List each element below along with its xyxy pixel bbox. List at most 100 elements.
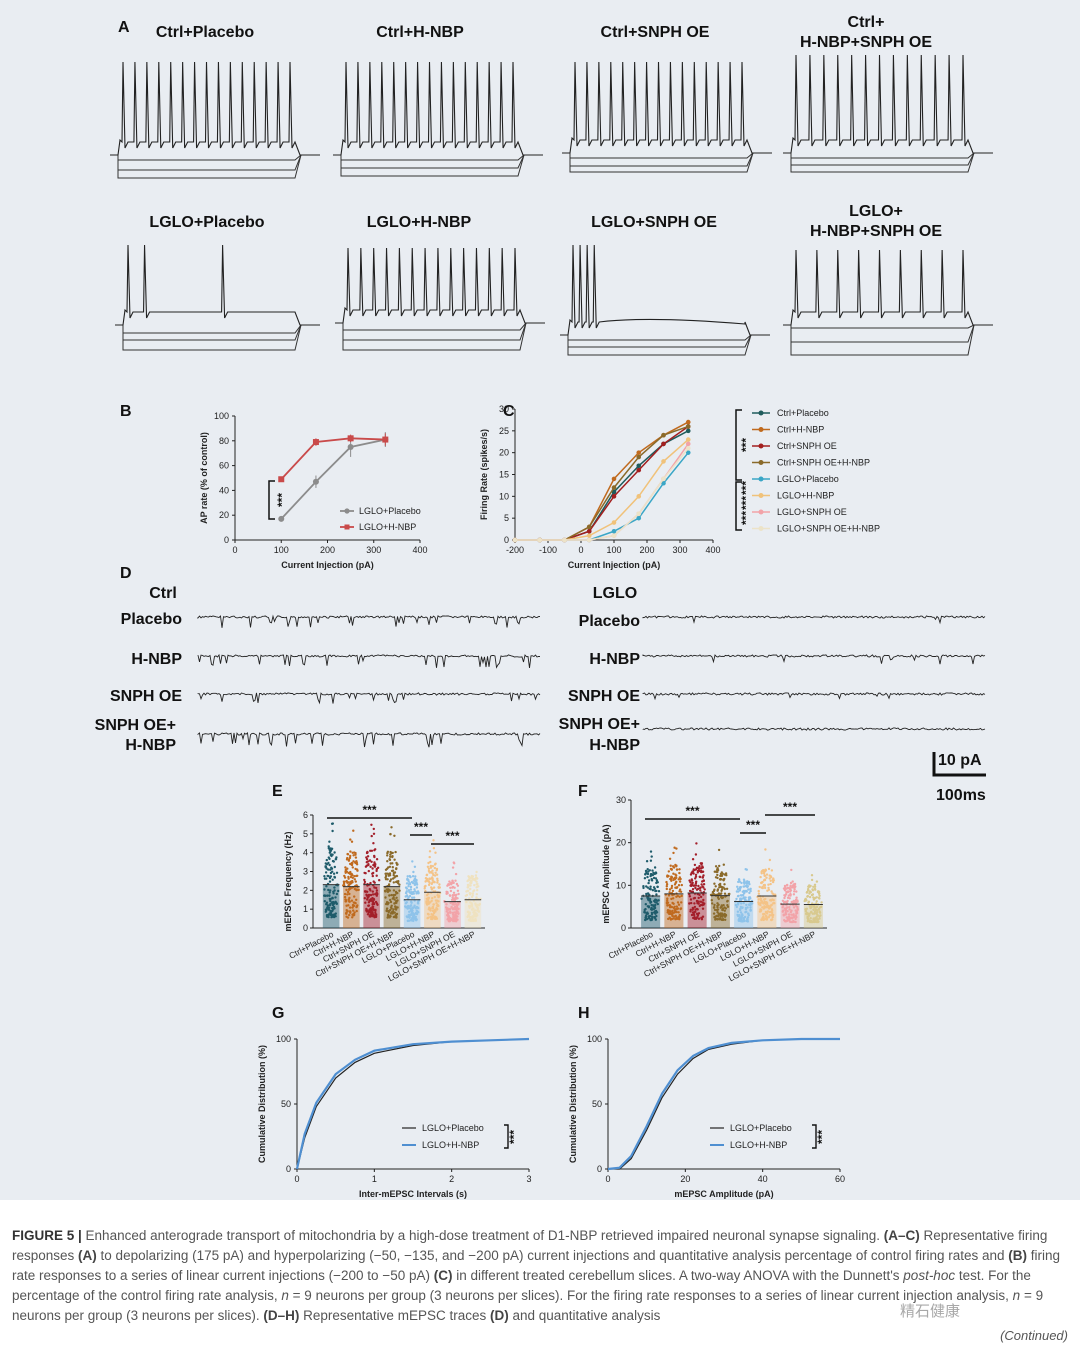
mepsc-row-snph-ctrl: SNPH OE — [110, 688, 182, 705]
data-dot — [762, 901, 765, 905]
data-dot — [690, 879, 694, 882]
data-dot — [771, 898, 774, 901]
data-dot — [354, 853, 357, 856]
data-dot — [815, 900, 818, 903]
data-dot — [389, 862, 392, 865]
data-dot — [372, 827, 375, 831]
data-dot — [331, 859, 335, 863]
data-dot — [749, 901, 752, 905]
hyperpolarizing-sweep-2 — [333, 154, 543, 177]
data-dot — [348, 892, 351, 896]
x-tick-label: 1 — [372, 1174, 377, 1184]
cdf-line-0 — [296, 1038, 530, 1170]
data-dot — [355, 868, 359, 871]
firing-traces — [110, 54, 993, 356]
data-dot — [713, 903, 716, 907]
data-dot — [328, 894, 331, 897]
data-dot — [724, 914, 728, 917]
data-dot — [385, 867, 389, 870]
data-dot — [332, 902, 336, 905]
data-dot — [656, 885, 659, 889]
data-dot — [375, 886, 378, 890]
continued-label: (Continued) — [1000, 1328, 1068, 1343]
data-dot — [404, 905, 408, 908]
data-dot — [700, 917, 703, 920]
mepsc-trace-1 — [197, 653, 541, 669]
x-tick-label: 400 — [412, 545, 427, 555]
data-dot — [364, 865, 368, 868]
data-dot — [808, 895, 812, 899]
data-dot — [390, 826, 393, 829]
data-dot — [384, 876, 387, 879]
watermark-text: 精石健康 — [900, 1303, 961, 1320]
data-dot — [742, 896, 746, 899]
data-dot — [737, 894, 740, 898]
data-dot — [344, 866, 347, 869]
data-dot — [651, 869, 654, 872]
data-dot — [448, 908, 451, 911]
data-dot — [332, 905, 336, 909]
data-dot — [771, 915, 774, 919]
data-dot — [386, 878, 389, 881]
data-dot — [688, 889, 692, 893]
x-tick-label: 200 — [639, 545, 654, 555]
data-dot — [677, 884, 681, 887]
data-dot — [718, 917, 721, 920]
data-dot — [644, 918, 648, 921]
data-dot — [792, 900, 795, 903]
data-dot — [645, 885, 648, 888]
data-dot — [699, 900, 703, 903]
caption-text-5: in different treated cerebellum slices. … — [452, 1268, 904, 1283]
data-dot — [764, 848, 767, 851]
data-dot — [447, 917, 450, 921]
data-dot — [415, 892, 418, 895]
data-dot — [375, 858, 379, 861]
data-dot — [350, 886, 354, 889]
data-dot — [386, 854, 389, 857]
data-dot — [351, 906, 354, 909]
data-dot — [413, 880, 417, 883]
data-dot — [701, 865, 704, 868]
data-dot — [653, 916, 657, 920]
data-dot — [469, 881, 472, 885]
data-dot — [739, 905, 743, 909]
data-dot — [738, 880, 741, 883]
data-dot — [702, 893, 705, 896]
data-dot — [818, 915, 821, 918]
data-dot — [326, 894, 329, 897]
y-tick-label: 0 — [303, 923, 308, 933]
data-dot — [436, 877, 439, 880]
data-dot — [369, 889, 372, 892]
data-dot — [764, 917, 768, 920]
significance-stars: *** — [507, 1130, 521, 1144]
data-dot — [389, 853, 392, 856]
data-dot — [388, 872, 392, 875]
significance-bracket-2 — [735, 481, 742, 531]
data-dot — [432, 839, 435, 842]
data-dot — [716, 902, 719, 905]
data-dot — [364, 901, 367, 904]
data-dot — [817, 920, 820, 923]
data-dot — [655, 879, 659, 882]
data-dot — [411, 881, 415, 885]
data-dot — [327, 908, 331, 911]
data-dot — [427, 861, 430, 865]
data-dot — [370, 823, 373, 826]
data-dot — [389, 898, 392, 902]
data-dot — [695, 916, 699, 919]
data-dot — [789, 910, 792, 914]
data-dot — [469, 884, 472, 887]
data-dot — [713, 870, 716, 873]
data-dot — [414, 915, 417, 919]
data-dot — [351, 876, 354, 879]
y-tick-label: 25 — [499, 426, 509, 436]
caption-figure-label: FIGURE 5 | — [12, 1228, 82, 1243]
data-dot — [647, 906, 651, 909]
data-dot — [713, 908, 717, 912]
data-dot — [702, 883, 706, 886]
data-dot — [331, 897, 334, 900]
significance-stars: *** — [746, 818, 760, 832]
hyperpolarizing-sweep-0 — [110, 154, 320, 161]
data-dot — [329, 902, 332, 906]
